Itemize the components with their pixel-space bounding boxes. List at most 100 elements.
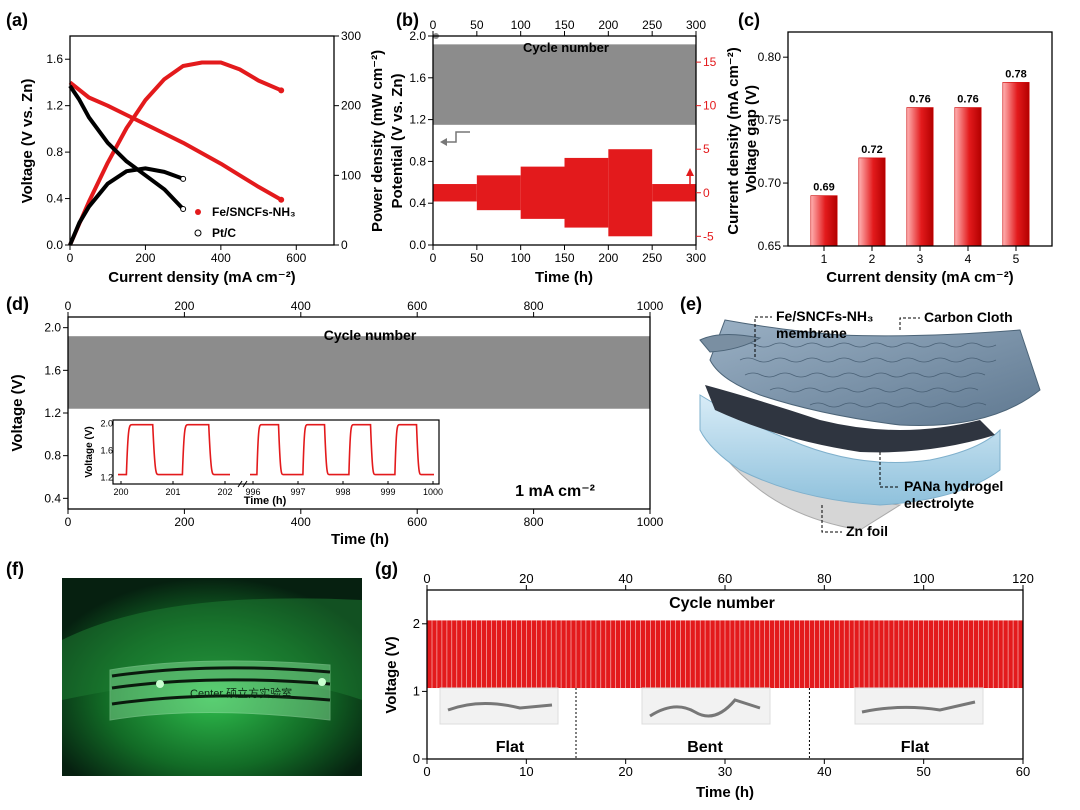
inset-x-ticklabel-left-1: 201 xyxy=(165,487,180,497)
membrane-leader xyxy=(754,316,772,357)
chart-d-x2-ticklabel-3: 600 xyxy=(407,299,427,313)
inset-y-ticklabel-0: 1.2 xyxy=(100,472,113,482)
chart-c-bar-1 xyxy=(858,157,886,247)
chart-b-yl-ticklabel-1: 0.4 xyxy=(409,196,426,210)
label-membrane-2: membrane xyxy=(776,325,847,341)
chart-a-series-0-end xyxy=(278,196,285,203)
photo-flat-1-device xyxy=(447,701,553,712)
chart-g-x2-ticklabel-6: 120 xyxy=(1012,571,1034,586)
chart-g-y-ticklabel-0: 0 xyxy=(413,751,420,766)
chart-c-ylabel: Voltage gap (V) xyxy=(743,85,760,193)
chart-d-y-ticklabel-1: 0.8 xyxy=(44,449,61,463)
chart-a-series-3 xyxy=(68,166,184,246)
zn-leader xyxy=(821,505,842,533)
chart-d-ylabel: Voltage (V) xyxy=(9,374,26,451)
chart-c-value-label-3: 0.76 xyxy=(957,94,978,106)
chart-b-yl-ticklabel-0: 0.0 xyxy=(409,238,426,252)
chart-c-value-label-4: 0.78 xyxy=(1005,68,1026,80)
chart-c-y-ticklabel-2: 0.75 xyxy=(758,113,782,127)
chart-d-x2-ticklabel-0: 0 xyxy=(65,299,72,313)
chart-a-x-ticklabel-0: 0 xyxy=(67,251,74,265)
chart-g-x-ticklabel-1: 10 xyxy=(519,764,533,779)
inset-waveform-left xyxy=(118,423,230,476)
led-1 xyxy=(156,680,164,688)
flexible-device xyxy=(109,660,331,721)
chart-b-x-ticklabel-2: 100 xyxy=(511,251,531,265)
chart-g-ylabel: Voltage (V) xyxy=(383,636,400,713)
chart-b-yr-ticklabel-0: -5 xyxy=(703,229,714,243)
chart-b-yl-ticklabel-4: 1.6 xyxy=(409,71,426,85)
chart-g-xlabel: Time (h) xyxy=(696,784,754,801)
chart-d-inset: 200 201 202 996 997 998 999 1000 1.2 1.6 2.0 Time … xyxy=(84,418,443,507)
chart-a-series-3-end xyxy=(180,175,187,182)
chart-b-x2label: Cycle number xyxy=(523,40,609,55)
chart-d-y-ticklabel-0: 0.4 xyxy=(44,491,61,505)
chart-b-x2-ticklabel-3: 150 xyxy=(554,18,574,32)
photo-label: Center 硕立方实验室 xyxy=(190,686,292,700)
chart-d-annotation: 1 mA cm⁻² xyxy=(515,483,595,500)
label-gel-2: electrolyte xyxy=(904,495,974,511)
panel-label-a: (a) xyxy=(6,10,28,30)
cloth-leader xyxy=(899,317,920,330)
panel-label-d: (d) xyxy=(6,294,29,314)
chart-a-yr-ticklabel-1: 100 xyxy=(341,168,361,182)
inset-frame xyxy=(112,419,440,485)
chart-b-x2-ticklabel-6: 300 xyxy=(686,18,706,32)
device-photo: Center 硕立方实验室 xyxy=(62,578,362,776)
led-2 xyxy=(318,678,326,686)
chart-c-value-label-2: 0.76 xyxy=(909,94,930,106)
panel-label-b: (b) xyxy=(396,10,419,30)
label-gel: PANa hydrogel xyxy=(904,478,1003,494)
chart-a-frame xyxy=(69,35,335,246)
chart-a-series-1 xyxy=(68,60,282,246)
chart-b-ylabel-right: Current density (mA cm⁻²) xyxy=(725,47,742,234)
chart-b-current-step-0 xyxy=(433,184,477,202)
chart-b-x2-ticklabel-0: 0 xyxy=(430,18,437,32)
panel-label-f: (f) xyxy=(6,559,24,579)
chart-a-x-ticklabel-1: 200 xyxy=(135,251,155,265)
inset-x-ticklabel-right-3: 999 xyxy=(380,487,395,497)
chart-a-xlabel: Current density (mA cm⁻²) xyxy=(108,269,295,286)
chart-c-bar-3 xyxy=(954,107,982,247)
chart-a-yr-ticklabel-3: 300 xyxy=(341,29,361,43)
arrow-right-axis xyxy=(678,172,691,189)
chart-a-ylabel-right: Power density (mW cm⁻²) xyxy=(369,50,386,232)
legend-label-pt: Pt/C xyxy=(212,226,236,240)
chart-b-current-step-4 xyxy=(608,149,653,237)
arrow-left-axis xyxy=(444,131,470,143)
gel-leader xyxy=(879,452,900,488)
chart-a-yr-ticklabel-0: 0 xyxy=(341,238,348,252)
chart-d-x-ticklabel-1: 200 xyxy=(174,515,194,529)
chart-d-x-ticklabel-5: 1000 xyxy=(637,515,664,529)
chart-c-y-ticklabel-1: 0.70 xyxy=(758,176,782,190)
state-photos xyxy=(439,687,984,725)
chart-b-x-ticklabel-3: 150 xyxy=(554,251,574,265)
chart-g-x2-ticklabel-2: 40 xyxy=(618,571,632,586)
chart-d-x2-ticklabel-1: 200 xyxy=(174,299,194,313)
inset-xlabel: Time (h) xyxy=(244,495,287,507)
state-label-flat-2: Flat xyxy=(901,739,930,756)
chart-a-yl-ticklabel-0: 0.0 xyxy=(46,238,63,252)
chart-d: 0 200 400 600 800 1000 0 200 400 600 800 1000 0.4 0.8… xyxy=(9,299,664,548)
inset-break-1 xyxy=(237,480,243,488)
chart-g-x-ticklabel-0: 0 xyxy=(423,764,430,779)
chart-a-x-ticklabel-3: 600 xyxy=(286,251,306,265)
chart-c-x-ticklabel-2: 3 xyxy=(917,252,924,266)
chart-d-voltage-band xyxy=(68,336,650,409)
chart-a-ylabel-left: Voltage (V vs. Zn) xyxy=(19,79,36,204)
photo-flat-2-device xyxy=(861,700,976,714)
chart-a-series-2 xyxy=(68,84,185,211)
chart-c: 0.69 0.72 0.76 0.76 0.78 1 2 3 4 5 0.65 0.70 0.75 0.… xyxy=(743,31,1053,286)
inset-x-ticklabel-right-2: 998 xyxy=(335,487,350,497)
inset-ylabel: Voltage (V) xyxy=(84,426,95,477)
battery-diagram: Fe/SNCFs-NH₃ membrane Carbon Cloth PANa … xyxy=(699,308,1041,539)
chart-c-bar-4 xyxy=(1002,82,1030,247)
chart-a-yl-ticklabel-4: 1.6 xyxy=(46,52,63,66)
chart-a-series-2-end xyxy=(180,206,187,213)
chart-d-x2-ticklabel-4: 800 xyxy=(524,299,544,313)
chart-c-x-ticklabel-4: 5 xyxy=(1013,252,1020,266)
inset-x-ticklabel-left-2: 202 xyxy=(217,487,232,497)
photo-glove xyxy=(62,598,362,700)
chart-c-value-label-0: 0.69 xyxy=(813,182,834,194)
